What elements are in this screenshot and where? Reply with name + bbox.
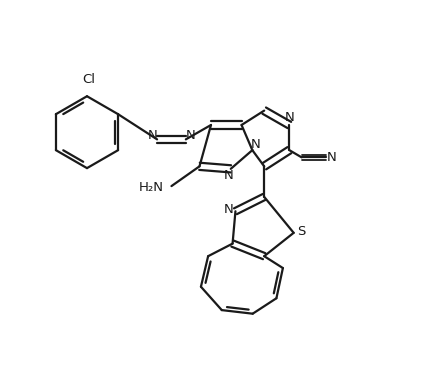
Text: N: N: [224, 169, 234, 182]
Text: N: N: [223, 203, 233, 216]
Text: N: N: [148, 128, 157, 142]
Text: N: N: [284, 111, 294, 124]
Text: N: N: [327, 151, 337, 164]
Text: N: N: [186, 128, 195, 142]
Text: H₂N: H₂N: [138, 181, 164, 195]
Text: S: S: [298, 224, 306, 238]
Text: N: N: [250, 138, 260, 151]
Text: Cl: Cl: [82, 73, 95, 86]
